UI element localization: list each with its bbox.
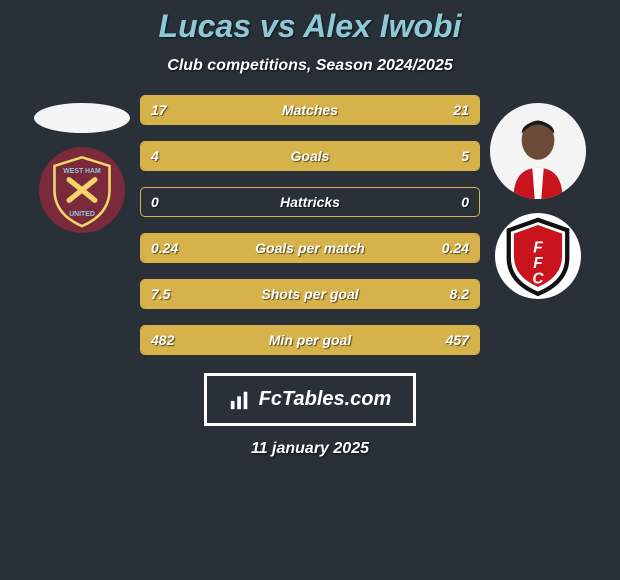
stat-value-right: 21 <box>453 102 469 118</box>
fulham-icon: F F C <box>495 213 581 299</box>
svg-text:UNITED: UNITED <box>69 211 95 218</box>
club-crest-westham: WEST HAM UNITED <box>39 147 125 233</box>
brand-badge: FcTables.com <box>204 373 417 426</box>
stat-value-right: 0.24 <box>442 240 469 256</box>
stat-value-left: 4 <box>151 148 159 164</box>
stat-value-left: 482 <box>151 332 174 348</box>
main-content-row: WEST HAM UNITED 17 21 Matches 4 5 Goals 0 0 Hatt… <box>0 95 620 355</box>
subtitle: Club competitions, Season 2024/2025 <box>167 57 452 75</box>
stat-label: Goals <box>291 148 330 164</box>
stat-value-left: 0.24 <box>151 240 178 256</box>
stat-value-right: 5 <box>461 148 469 164</box>
stat-value-right: 8.2 <box>450 286 469 302</box>
page-title: Lucas vs Alex Iwobi <box>159 8 462 45</box>
stat-row: 482 457 Min per goal <box>140 325 480 355</box>
stat-label: Min per goal <box>269 332 351 348</box>
stats-column: 17 21 Matches 4 5 Goals 0 0 Hattricks 0.24 0.24 Goa… <box>140 95 480 355</box>
stat-value-right: 457 <box>446 332 469 348</box>
svg-text:C: C <box>532 271 544 288</box>
player-avatar-left <box>34 103 130 133</box>
brand-text: FcTables.com <box>259 388 392 411</box>
stat-row: 4 5 Goals <box>140 141 480 171</box>
left-player-column: WEST HAM UNITED <box>32 95 132 233</box>
player-avatar-right <box>490 103 586 199</box>
stat-value-left: 0 <box>151 194 159 210</box>
stat-row: 7.5 8.2 Shots per goal <box>140 279 480 309</box>
generated-date: 11 january 2025 <box>251 440 369 458</box>
stat-row: 0 0 Hattricks <box>140 187 480 217</box>
stat-label: Goals per match <box>255 240 365 256</box>
bar-chart-icon <box>229 389 251 411</box>
stat-label: Shots per goal <box>261 286 358 302</box>
stat-value-left: 7.5 <box>151 286 170 302</box>
right-player-column: F F C <box>488 95 588 299</box>
svg-text:F: F <box>533 240 543 257</box>
stat-row: 17 21 Matches <box>140 95 480 125</box>
stat-row: 0.24 0.24 Goals per match <box>140 233 480 263</box>
club-crest-fulham: F F C <box>495 213 581 299</box>
svg-text:F: F <box>533 255 543 272</box>
stat-label: Hattricks <box>280 194 340 210</box>
stat-value-left: 17 <box>151 102 167 118</box>
stat-bar-left <box>141 142 290 170</box>
svg-text:WEST HAM: WEST HAM <box>63 168 101 175</box>
stat-value-right: 0 <box>461 194 469 210</box>
stat-label: Matches <box>282 102 338 118</box>
westham-icon: WEST HAM UNITED <box>39 147 125 233</box>
